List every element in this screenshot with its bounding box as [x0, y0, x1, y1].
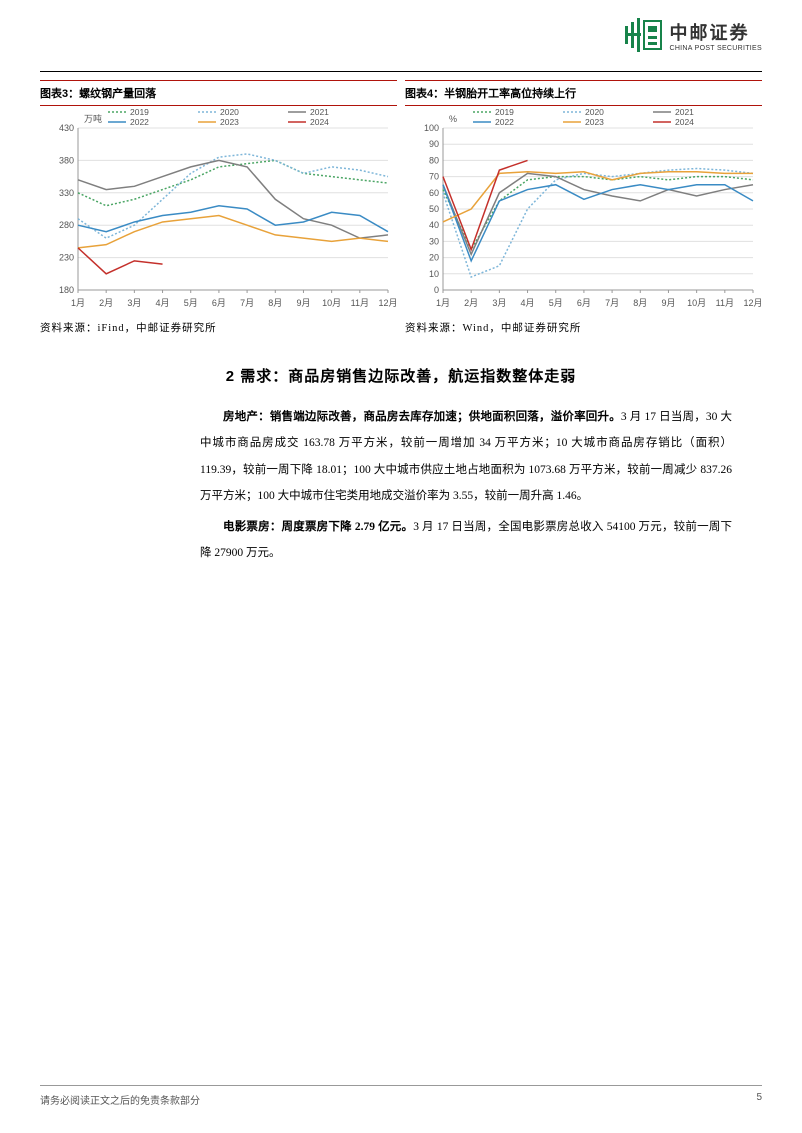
page-header: 中邮证券 CHINA POST SECURITIES — [40, 0, 762, 72]
logo-subtitle: CHINA POST SECURITIES — [669, 45, 762, 52]
svg-text:2月: 2月 — [464, 298, 478, 308]
svg-text:3月: 3月 — [127, 298, 141, 308]
chart4-column: 图表4：半钢胎开工率高位持续上行 0 10 20 30 40 50 60 70 80 90 100%… — [405, 80, 762, 335]
svg-text:3月: 3月 — [492, 298, 506, 308]
svg-text:20: 20 — [429, 253, 439, 263]
chart4-title: 图表4：半钢胎开工率高位持续上行 — [405, 80, 762, 106]
svg-text:2022: 2022 — [130, 117, 149, 127]
svg-text:2020: 2020 — [220, 107, 239, 117]
svg-text:4月: 4月 — [521, 298, 535, 308]
svg-text:11月: 11月 — [716, 298, 734, 308]
svg-text:50: 50 — [429, 204, 439, 214]
svg-text:5月: 5月 — [549, 298, 563, 308]
section2-title: 2 需求：商品房销售边际改善，航运指数整体走弱 — [40, 365, 762, 386]
para-realestate: 房地产：销售端边际改善，商品房去库存加速；供地面积回落，溢价率回升。3 月 17… — [200, 404, 732, 510]
chart3-column: 图表3：螺纹钢产量回落 180 230 280 330 380 430 万吨 1月 2月 3月 4月… — [40, 80, 397, 335]
svg-text:2023: 2023 — [585, 117, 604, 127]
svg-text:2021: 2021 — [310, 107, 329, 117]
svg-text:2019: 2019 — [495, 107, 514, 117]
svg-text:万吨: 万吨 — [84, 113, 102, 124]
svg-text:2021: 2021 — [675, 107, 694, 117]
svg-text:2024: 2024 — [310, 117, 329, 127]
logo-name: 中邮证券 — [669, 19, 762, 45]
svg-text:60: 60 — [429, 188, 439, 198]
svg-text:9月: 9月 — [661, 298, 675, 308]
page-content: 图表3：螺纹钢产量回落 180 230 280 330 380 430 万吨 1月 2月 3月 4月… — [40, 80, 762, 567]
svg-text:2020: 2020 — [585, 107, 604, 117]
charts-row: 图表3：螺纹钢产量回落 180 230 280 330 380 430 万吨 1月 2月 3月 4月… — [40, 80, 762, 335]
svg-text:%: % — [449, 114, 457, 124]
svg-text:80: 80 — [429, 155, 439, 165]
svg-text:40: 40 — [429, 220, 439, 230]
svg-text:380: 380 — [59, 155, 74, 165]
svg-text:2022: 2022 — [495, 117, 514, 127]
svg-text:9月: 9月 — [296, 298, 310, 308]
svg-text:100: 100 — [424, 123, 439, 133]
chart3-plot: 180 230 280 330 380 430 万吨 1月 2月 3月 4月 5月 6月 7月 8月 9月 10… — [40, 106, 397, 314]
svg-text:6月: 6月 — [212, 298, 226, 308]
svg-text:230: 230 — [59, 253, 74, 263]
chart4-plot: 0 10 20 30 40 50 60 70 80 90 100% 1月 2月 3月 4月 5月 6月 7月 8月 9… — [405, 106, 762, 314]
svg-text:7月: 7月 — [605, 298, 619, 308]
svg-text:11月: 11月 — [351, 298, 369, 308]
svg-text:70: 70 — [429, 172, 439, 182]
svg-text:0: 0 — [434, 285, 439, 295]
para1-lead: 房地产：销售端边际改善，商品房去库存加速；供地面积回落，溢价率回升。 — [223, 411, 621, 423]
svg-text:10月: 10月 — [687, 298, 706, 308]
chart4-source: 资料来源：Wind，中邮证券研究所 — [405, 320, 762, 335]
section2-body: 房地产：销售端边际改善，商品房去库存加速；供地面积回落，溢价率回升。3 月 17… — [200, 404, 732, 567]
footer-disclaimer: 请务必阅读正文之后的免责条款部分 — [40, 1092, 200, 1107]
svg-text:12月: 12月 — [743, 298, 761, 308]
svg-text:30: 30 — [429, 236, 439, 246]
brand-logo: 中邮证券 CHINA POST SECURITIES — [623, 18, 762, 52]
para1-body: 3 月 17 日当周，30 大中城市商品房成交 163.78 万平方米，较前一周… — [200, 411, 732, 502]
svg-text:6月: 6月 — [577, 298, 591, 308]
para-movie: 电影票房：周度票房下降 2.79 亿元。3 月 17 日当周，全国电影票房总收入… — [200, 514, 732, 567]
svg-text:2023: 2023 — [220, 117, 239, 127]
svg-text:1月: 1月 — [436, 298, 450, 308]
svg-text:90: 90 — [429, 139, 439, 149]
svg-text:2月: 2月 — [99, 298, 113, 308]
logo-icon — [623, 18, 663, 52]
svg-text:280: 280 — [59, 220, 74, 230]
svg-text:5月: 5月 — [184, 298, 198, 308]
svg-text:2019: 2019 — [130, 107, 149, 117]
svg-text:10月: 10月 — [322, 298, 341, 308]
chart3-title: 图表3：螺纹钢产量回落 — [40, 80, 397, 106]
svg-text:180: 180 — [59, 285, 74, 295]
svg-text:12月: 12月 — [378, 298, 396, 308]
chart3-source: 资料来源：iFind，中邮证券研究所 — [40, 320, 397, 335]
svg-text:430: 430 — [59, 123, 74, 133]
svg-text:4月: 4月 — [156, 298, 170, 308]
svg-text:7月: 7月 — [240, 298, 254, 308]
svg-text:8月: 8月 — [633, 298, 647, 308]
svg-text:330: 330 — [59, 188, 74, 198]
svg-text:8月: 8月 — [268, 298, 282, 308]
svg-text:10: 10 — [429, 269, 439, 279]
footer-page-number: 5 — [756, 1092, 762, 1107]
svg-text:1月: 1月 — [71, 298, 85, 308]
svg-text:2024: 2024 — [675, 117, 694, 127]
para2-lead: 电影票房：周度票房下降 2.79 亿元。 — [223, 521, 413, 533]
page-footer: 请务必阅读正文之后的免责条款部分 5 — [40, 1085, 762, 1107]
